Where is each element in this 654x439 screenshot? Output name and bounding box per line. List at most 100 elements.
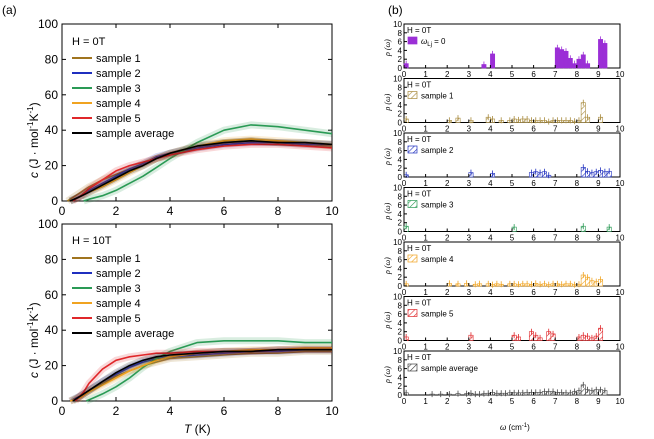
x-tick-label: 5 (510, 343, 515, 352)
legend-label: sample 4 (96, 98, 141, 110)
y-tick-label: 20 (45, 359, 59, 373)
y-tick-label: 2 (398, 382, 403, 391)
series-curves (68, 337, 332, 405)
x-tick-label: 6 (531, 234, 536, 243)
x-tick-label: 10 (325, 404, 339, 418)
x-tick-label: 7 (553, 125, 558, 134)
y-tick-label: 4 (398, 155, 403, 164)
y-tick-label: 8 (398, 29, 403, 38)
y-axis-label-sup1: -1 (26, 321, 35, 329)
b-x-axis-close: ) (527, 423, 530, 432)
y-tick-label: 8 (398, 356, 403, 365)
b-x-axis-sup: -1 (522, 423, 528, 429)
x-tick-label: 9 (596, 343, 601, 352)
y-tick-label: 0 (398, 119, 403, 128)
x-tick-label: 0 (402, 179, 407, 188)
y-tick-label: 6 (398, 201, 403, 210)
x-tick-label: 6 (531, 397, 536, 406)
y-tick-label: 10 (393, 347, 402, 356)
y-tick-label: 6 (398, 365, 403, 374)
x-tick-label: 8 (275, 204, 282, 218)
x-tick-label: 4 (167, 204, 174, 218)
y-axis-label: ρ (ω) (383, 39, 392, 57)
x-tick-label: 6 (531, 179, 536, 188)
x-tick-label: 5 (510, 125, 515, 134)
legend-label: sample 1 (96, 253, 141, 265)
x-tick-label: 9 (596, 125, 601, 134)
y-tick-label: 6 (398, 256, 403, 265)
y-tick-label: 4 (398, 264, 403, 273)
x-tick-label: 3 (467, 70, 472, 79)
field-label: H = 0T (407, 244, 431, 253)
x-tick-label: 7 (553, 70, 558, 79)
y-tick-label: 8 (398, 301, 403, 310)
panel-a-label: (a) (2, 3, 17, 17)
y-tick-label: 10 (393, 129, 402, 138)
y-tick-label: 6 (398, 310, 403, 319)
legend-swatch (407, 363, 418, 372)
x-tick-label: 2 (445, 234, 450, 243)
legend-label: sample 5 (96, 113, 141, 125)
y-tick-label: 10 (393, 238, 402, 247)
x-tick-label: 5 (510, 288, 515, 297)
histogram-bar (602, 43, 608, 69)
y-tick-label: 8 (398, 83, 403, 92)
field-label: H = 0T (407, 26, 431, 35)
x-tick-label: 6 (221, 404, 228, 418)
panel-a-bottom-chart: H = 10T c (J · mol-1K-1) T (K) 020406080… (26, 217, 339, 436)
y-axis-label: ρ (ω) (383, 366, 392, 384)
x-tick-label: 3 (467, 288, 472, 297)
legend-eq: = 0 (432, 37, 446, 46)
y-tick-label: 2 (398, 328, 403, 337)
y-tick-label: 2 (398, 164, 403, 173)
x-tick-label: 6 (531, 125, 536, 134)
x-tick-label: 7 (553, 179, 558, 188)
x-tick-label: 9 (596, 397, 601, 406)
field-label: H = 0T (72, 36, 106, 48)
y-tick-label: 2 (398, 219, 403, 228)
x-tick-label: 8 (575, 288, 580, 297)
field-label: H = 10T (72, 235, 112, 247)
legend-swatch (407, 91, 418, 99)
y-tick-label: 4 (398, 46, 403, 55)
x-tick-label: 2 (445, 125, 450, 134)
y-axis-label-close: ) (27, 102, 41, 106)
x-tick-label: 3 (467, 397, 472, 406)
b-x-axis-omega: ω (500, 423, 506, 432)
y-tick-label: 6 (398, 38, 403, 47)
y-tick-label: 8 (398, 138, 403, 147)
x-tick-label: 4 (488, 234, 493, 243)
x-tick-label: 8 (575, 343, 580, 352)
x-tick-label: 0 (59, 404, 66, 418)
y-axis-label-sup2: -1 (26, 106, 35, 114)
y-axis-label-units: (J · mol (27, 329, 41, 372)
b-x-axis-units: (cm (506, 423, 522, 432)
y-axis-label: ρ (ω) (383, 257, 392, 275)
histogram-bar (598, 39, 604, 69)
x-tick-label: 5 (510, 179, 515, 188)
x-tick-label: 6 (221, 204, 228, 218)
x-tick-label: 0 (402, 288, 407, 297)
axis-ticks: 0 20 40 60 80 100 0 2 4 6 8 10 (38, 217, 339, 418)
x-tick-label: 3 (467, 234, 472, 243)
legend-label: sample 2 (96, 268, 141, 280)
x-tick-label: 10 (616, 234, 625, 243)
x-tick-label: 10 (616, 397, 625, 406)
x-tick-label: 9 (596, 288, 601, 297)
y-tick-label: 100 (38, 17, 58, 31)
x-tick-label: 10 (616, 179, 625, 188)
y-axis-label-c: c (27, 372, 41, 378)
y-tick-label: 6 (398, 92, 403, 101)
legend-label: sample 2 (96, 68, 141, 80)
x-tick-label: 1 (423, 70, 428, 79)
legend-label: sample average (421, 364, 478, 373)
legend: sample 1 sample 2 sample 3 sample 4 sample 5… (72, 53, 174, 140)
x-tick-label: 6 (531, 70, 536, 79)
legend-label: sample 4 (96, 298, 141, 310)
field-label: H = 0T (407, 190, 431, 199)
histogram-frame (403, 187, 621, 232)
y-axis-label: ρ (ω) (383, 311, 392, 329)
